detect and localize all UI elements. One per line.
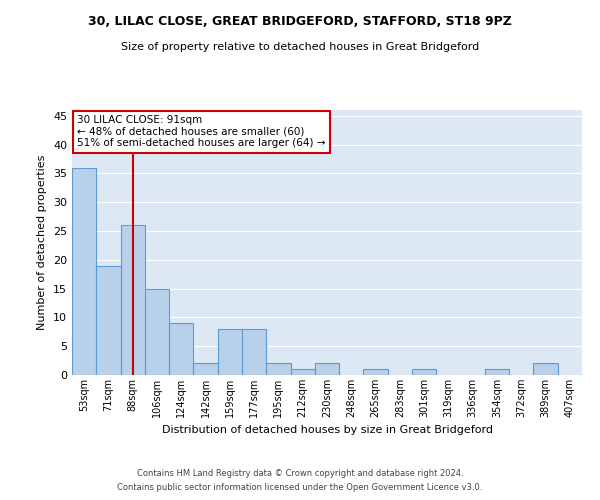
Text: 30, LILAC CLOSE, GREAT BRIDGEFORD, STAFFORD, ST18 9PZ: 30, LILAC CLOSE, GREAT BRIDGEFORD, STAFF…	[88, 15, 512, 28]
Bar	[485, 369, 509, 375]
Text: 30 LILAC CLOSE: 91sqm
← 48% of detached houses are smaller (60)
51% of semi-deta: 30 LILAC CLOSE: 91sqm ← 48% of detached …	[77, 116, 326, 148]
Bar	[533, 364, 558, 375]
Bar	[412, 369, 436, 375]
Bar	[121, 225, 145, 375]
Bar	[315, 364, 339, 375]
Y-axis label: Number of detached properties: Number of detached properties	[37, 155, 47, 330]
Text: Contains public sector information licensed under the Open Government Licence v3: Contains public sector information licen…	[118, 484, 482, 492]
Text: Size of property relative to detached houses in Great Bridgeford: Size of property relative to detached ho…	[121, 42, 479, 52]
Bar	[145, 288, 169, 375]
X-axis label: Distribution of detached houses by size in Great Bridgeford: Distribution of detached houses by size …	[161, 426, 493, 436]
Text: Contains HM Land Registry data © Crown copyright and database right 2024.: Contains HM Land Registry data © Crown c…	[137, 468, 463, 477]
Bar	[364, 369, 388, 375]
Bar	[242, 329, 266, 375]
Bar	[290, 369, 315, 375]
Bar	[193, 364, 218, 375]
Bar	[96, 266, 121, 375]
Bar	[72, 168, 96, 375]
Bar	[266, 364, 290, 375]
Bar	[218, 329, 242, 375]
Bar	[169, 323, 193, 375]
